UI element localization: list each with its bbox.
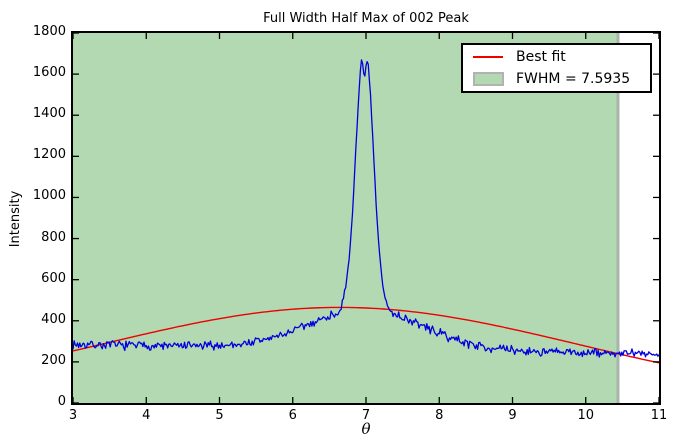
- best-fit-line: [73, 306, 659, 364]
- x-tick-label: 7: [361, 408, 371, 423]
- y-tick-label: 200: [41, 352, 66, 368]
- plot-canvas: [73, 33, 659, 403]
- x-tick-label: 3: [68, 408, 78, 423]
- y-tick-label: 0: [57, 394, 66, 409]
- fwhm-span: [73, 33, 618, 403]
- legend-entry-1: FWHM = 7.5935: [473, 70, 642, 90]
- x-tick-label: 11: [650, 408, 668, 423]
- y-tick-label: 1400: [32, 106, 66, 122]
- legend-line-swatch: [473, 55, 503, 58]
- legend-entry-0: Best fit: [473, 47, 642, 67]
- legend: Best fit FWHM = 7.5935: [461, 43, 652, 93]
- legend-label: FWHM = 7.5935: [516, 71, 631, 88]
- x-tick-label: 6: [288, 408, 297, 423]
- data-series-line: [73, 59, 659, 358]
- y-axis-label: Intensity: [8, 190, 23, 248]
- y-tick-label: 400: [41, 311, 66, 327]
- x-tick-label: 8: [435, 408, 444, 423]
- y-tick-label: 800: [41, 229, 66, 245]
- y-tick-label: 1800: [32, 24, 66, 39]
- legend-patch-swatch: [473, 72, 504, 87]
- x-tick-label: 5: [215, 408, 224, 423]
- legend-label: Best fit: [516, 48, 566, 65]
- chart-title: Full Width Half Max of 002 Peak: [263, 11, 469, 26]
- y-tick-label: 1200: [32, 147, 66, 163]
- y-tick-label: 1600: [32, 65, 66, 81]
- plot-area: [71, 31, 661, 405]
- x-axis-label: θ: [361, 420, 371, 438]
- y-tick-label: 600: [41, 270, 66, 286]
- x-tick-label: 9: [508, 408, 517, 423]
- x-tick-label: 4: [142, 408, 151, 423]
- x-tick-label: 10: [577, 408, 595, 423]
- y-tick-label: 1000: [32, 188, 66, 204]
